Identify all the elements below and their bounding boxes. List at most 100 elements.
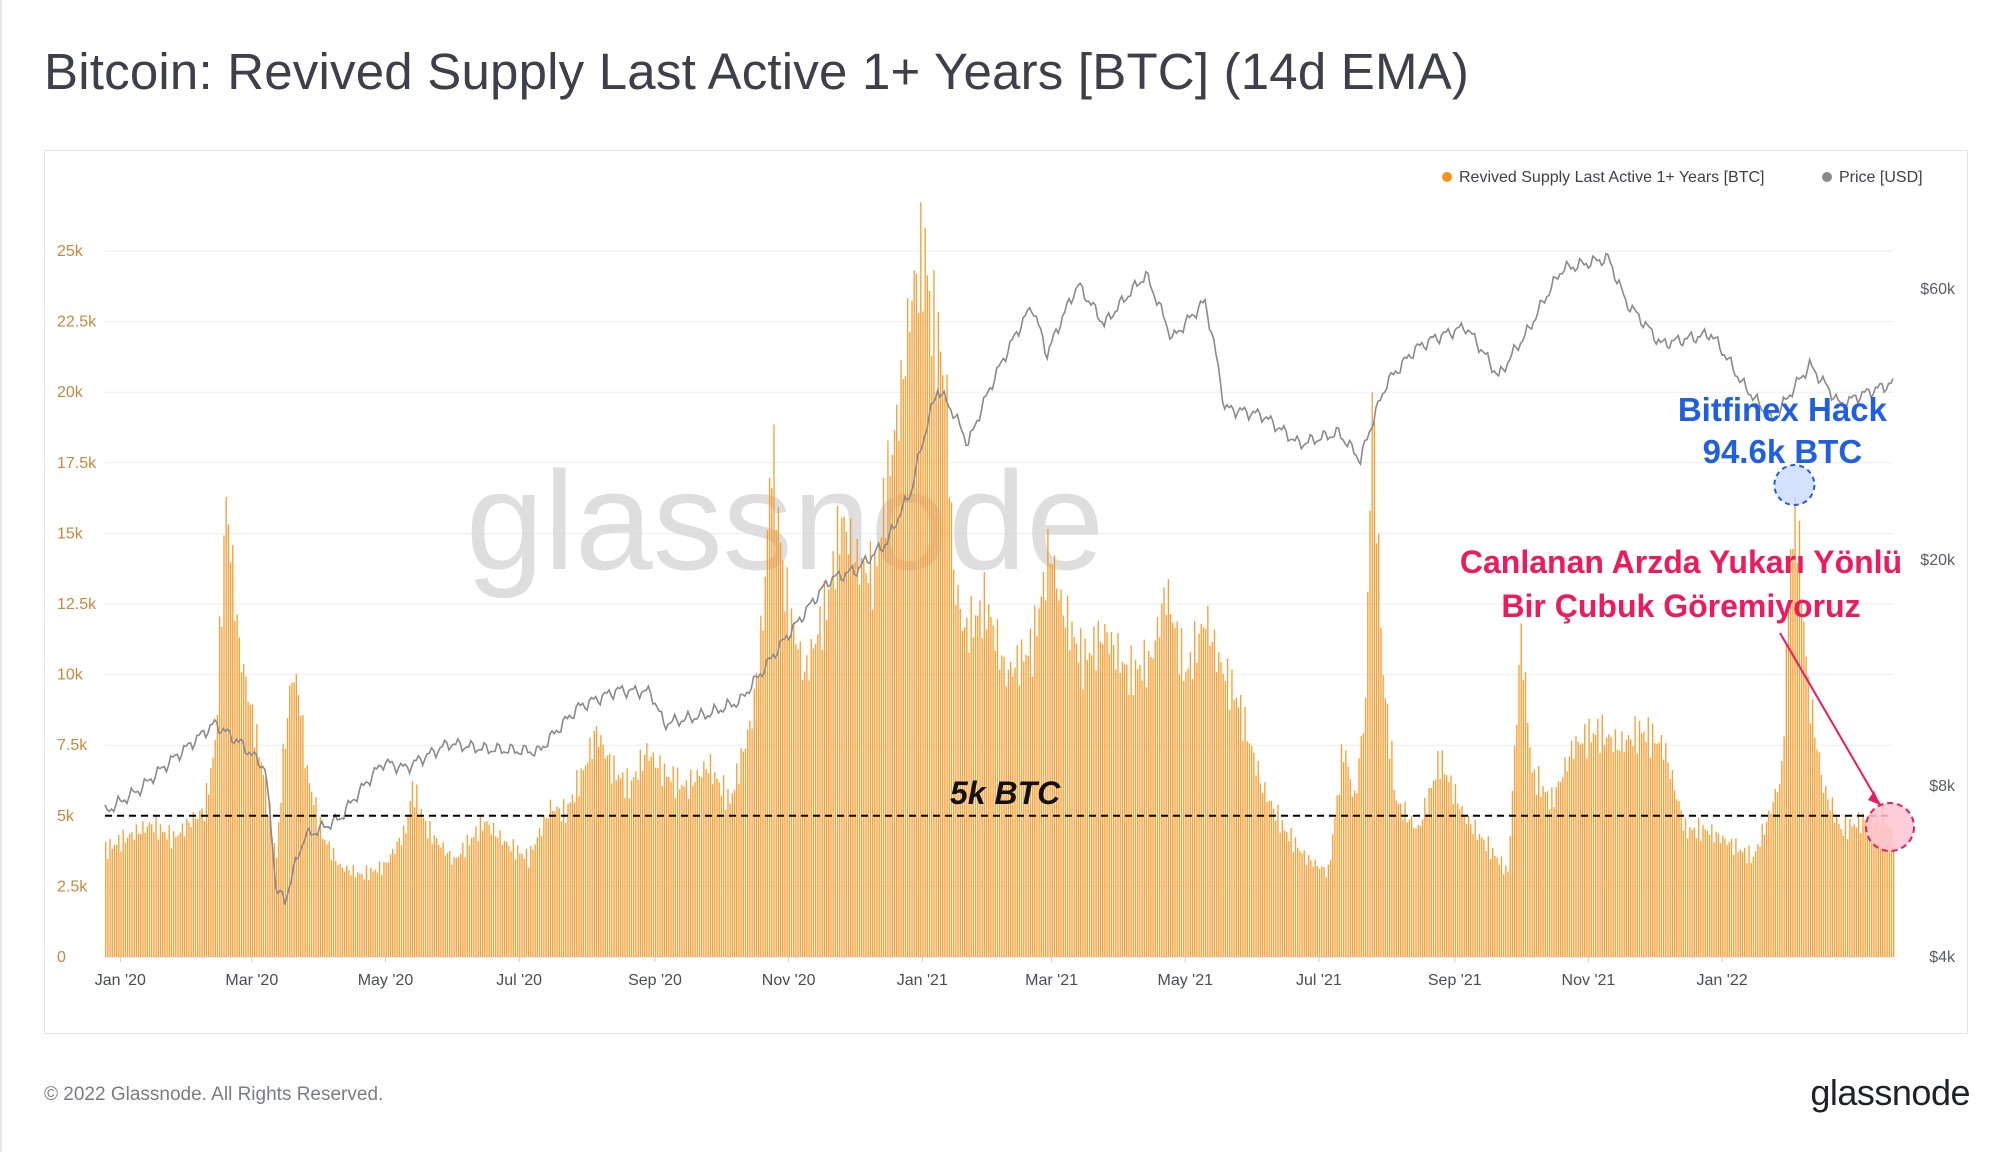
supply-bar: [981, 637, 983, 957]
supply-bar: [359, 873, 361, 957]
supply-bar: [328, 841, 330, 957]
supply-bar: [766, 530, 769, 957]
supply-bar: [341, 867, 344, 957]
supply-bar: [1437, 750, 1439, 957]
supply-bar: [786, 567, 788, 957]
supply-bar: [1001, 655, 1003, 957]
supply-bar: [1853, 824, 1855, 957]
y-left-tick-label: 12.5k: [57, 596, 97, 613]
supply-bar: [1695, 838, 1698, 957]
supply-bar: [681, 784, 683, 957]
supply-bar: [1634, 716, 1636, 957]
supply-bar: [1538, 766, 1540, 957]
supply-bar: [812, 648, 815, 957]
supply-bar: [413, 807, 416, 957]
supply-bar: [245, 676, 247, 957]
supply-bar: [1213, 629, 1216, 957]
supply-bar: [1244, 706, 1246, 957]
supply-bar: [1573, 758, 1575, 957]
supply-bar: [1656, 743, 1658, 957]
supply-bar: [898, 440, 900, 957]
supply-bar: [876, 566, 878, 957]
supply-bar: [260, 762, 262, 957]
supply-bar: [1005, 686, 1007, 957]
supply-bar: [508, 846, 510, 957]
supply-bar: [1522, 680, 1525, 957]
supply-bars: [105, 202, 1895, 958]
supply-bar: [911, 300, 913, 957]
supply-bar: [762, 630, 764, 957]
supply-bar: [486, 821, 488, 957]
supply-bar: [525, 848, 528, 957]
supply-bar: [1621, 731, 1623, 957]
supply-bar: [286, 718, 289, 957]
supply-bar: [1034, 605, 1036, 957]
supply-bar: [240, 671, 243, 957]
supply-bar: [1476, 839, 1479, 957]
supply-bar: [744, 748, 747, 957]
y-left-tick-label: 20k: [57, 384, 84, 401]
supply-bar: [1229, 710, 1231, 957]
supply-bar: [863, 560, 865, 957]
supply-bar: [146, 826, 148, 957]
supply-bar: [212, 757, 214, 957]
supply-bar: [1691, 829, 1693, 957]
watermark: glassnode: [466, 442, 1104, 599]
note-label: Canlanan Arzda Yukarı Yönlü: [1460, 544, 1902, 580]
supply-bar: [617, 774, 620, 957]
supply-bar: [1343, 761, 1345, 957]
supply-bar: [1746, 863, 1748, 957]
supply-bar: [319, 816, 322, 957]
supply-bar: [1426, 813, 1428, 957]
supply-bar: [315, 797, 317, 957]
supply-bar: [1829, 810, 1831, 957]
legend-marker: [1822, 172, 1832, 182]
supply-bar: [672, 766, 674, 957]
supply-bar: [1176, 621, 1178, 957]
supply-bar: [885, 538, 887, 957]
supply-bar: [1680, 810, 1682, 957]
supply-bar: [1483, 839, 1485, 957]
supply-bar: [1417, 824, 1419, 957]
supply-bar: [1776, 792, 1779, 957]
supply-bar: [1579, 744, 1582, 957]
supply-bar: [1641, 733, 1643, 957]
supply-bar: [650, 756, 652, 957]
supply-bar: [595, 726, 598, 957]
supply-bar: [1139, 665, 1141, 957]
supply-bar: [247, 701, 249, 957]
supply-bar: [720, 795, 723, 957]
supply-bar: [1025, 654, 1027, 957]
supply-bar: [313, 805, 315, 957]
supply-bar: [122, 829, 124, 957]
supply-bar: [1844, 815, 1847, 957]
supply-bar: [481, 830, 484, 957]
supply-bar: [1715, 831, 1717, 957]
supply-bar: [229, 562, 232, 957]
supply-bar: [115, 845, 118, 957]
supply-bar: [1630, 739, 1632, 957]
hack-circle: [1773, 464, 1816, 506]
supply-bar: [403, 825, 405, 957]
supply-bar: [1323, 867, 1325, 957]
y-left-tick-label: 5k: [57, 808, 75, 825]
supply-bar: [950, 502, 953, 957]
supply-bar: [760, 615, 762, 957]
supply-bar: [1877, 814, 1880, 957]
supply-bar: [188, 822, 190, 957]
supply-bar: [1246, 741, 1248, 957]
supply-bar: [332, 847, 335, 957]
supply-bar: [628, 798, 631, 957]
supply-bar: [963, 627, 966, 957]
supply-bar: [854, 562, 856, 957]
supply-bar: [990, 617, 992, 957]
supply-bar: [1474, 820, 1476, 957]
supply-bar: [1794, 496, 1796, 957]
supply-bar: [1728, 841, 1731, 957]
supply-bar: [1369, 510, 1371, 957]
supply-bar: [1787, 607, 1790, 957]
supply-bar: [1502, 874, 1505, 957]
supply-bar: [124, 842, 127, 957]
supply-bar: [275, 857, 278, 957]
supply-bar: [707, 773, 709, 957]
